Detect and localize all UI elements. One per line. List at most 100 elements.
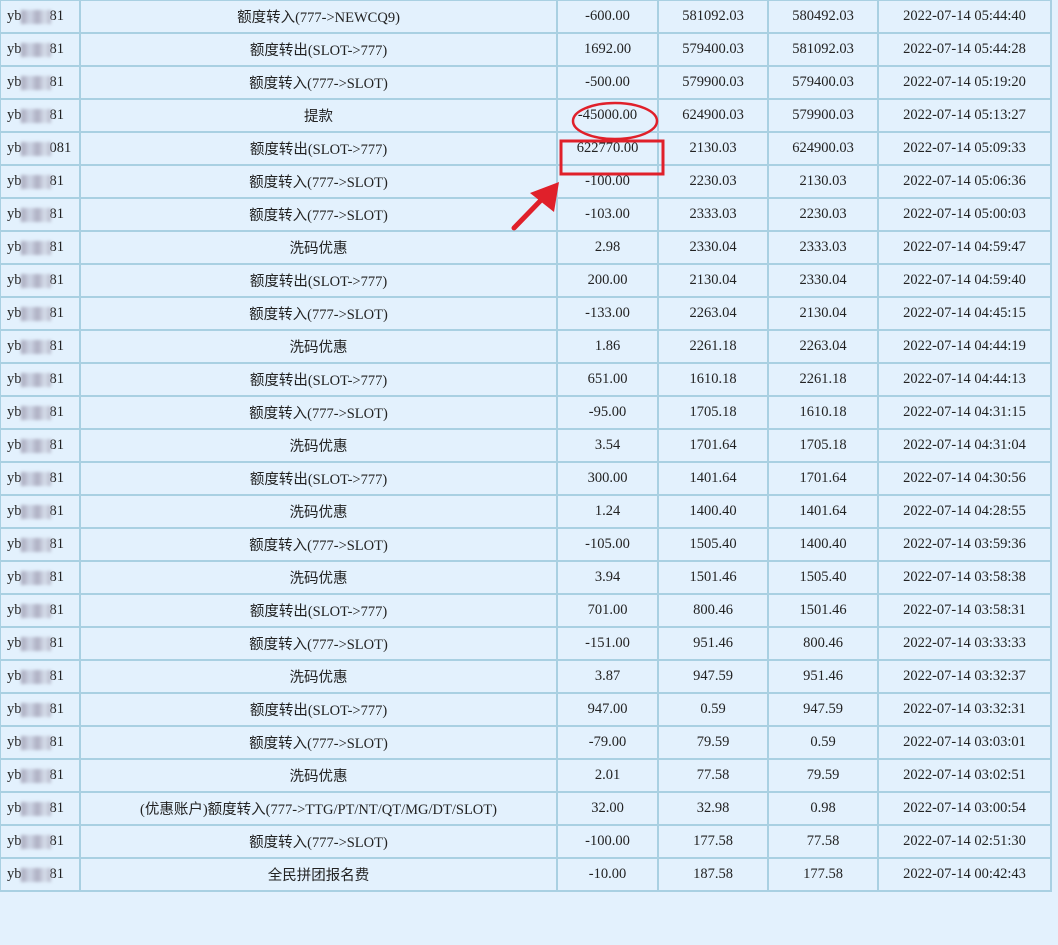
username-prefix: yb <box>7 866 22 882</box>
time-cell: 2022-07-14 05:19:20 <box>877 65 1052 100</box>
table-row: yb 81 洗码优惠 3.54 1701.64 1705.18 2022-07-14 04:… <box>0 428 1052 463</box>
username-redaction <box>20 240 51 255</box>
username-prefix: yb <box>7 833 22 849</box>
username-prefix: yb <box>7 107 22 123</box>
username-suffix: 81 <box>49 239 65 255</box>
time-cell: 2022-07-14 00:42:43 <box>877 857 1052 892</box>
type-cell: 洗码优惠 <box>79 428 558 463</box>
username-prefix: yb <box>7 41 22 57</box>
balance-before-cell: 0.59 <box>657 692 769 727</box>
time-cell: 2022-07-14 05:44:28 <box>877 32 1052 67</box>
type-cell: 洗码优惠 <box>79 230 558 265</box>
username-prefix: yb <box>7 338 22 354</box>
username-prefix: yb <box>7 602 22 618</box>
balance-before-cell: 1701.64 <box>657 428 769 463</box>
balance-before-cell: 79.59 <box>657 725 769 760</box>
amount-cell: -100.00 <box>556 824 659 859</box>
username-redaction <box>20 108 51 123</box>
username-suffix: 81 <box>49 536 65 552</box>
table-row: yb 81 额度转出(SLOT->777) 947.00 0.59 947.59 2022-… <box>0 692 1052 727</box>
balance-before-cell: 1505.40 <box>657 527 769 562</box>
username-prefix: yb <box>7 371 22 387</box>
type-cell: 额度转出(SLOT->777) <box>79 32 558 67</box>
balance-after-cell: 177.58 <box>767 857 879 892</box>
username-suffix: 81 <box>49 470 65 486</box>
balance-after-cell: 0.59 <box>767 725 879 760</box>
table-row: yb 81 额度转出(SLOT->777) 300.00 1401.64 1701.64 2… <box>0 461 1052 496</box>
type-cell: 额度转出(SLOT->777) <box>79 593 558 628</box>
balance-after-cell: 1401.64 <box>767 494 879 529</box>
time-cell: 2022-07-14 03:03:01 <box>877 725 1052 760</box>
time-cell: 2022-07-14 03:59:36 <box>877 527 1052 562</box>
amount-cell: 32.00 <box>556 791 659 826</box>
username-prefix: yb <box>7 173 22 189</box>
table-row: yb 81 额度转出(SLOT->777) 200.00 2130.04 2330.04 2… <box>0 263 1052 298</box>
time-cell: 2022-07-14 04:59:47 <box>877 230 1052 265</box>
table-row: yb 81 额度转入(777->SLOT) -105.00 1505.40 1400.40… <box>0 527 1052 562</box>
balance-after-cell: 1501.46 <box>767 593 879 628</box>
amount-cell: 2.01 <box>556 758 659 793</box>
balance-after-cell: 2261.18 <box>767 362 879 397</box>
balance-after-cell: 2330.04 <box>767 263 879 298</box>
balance-after-cell: 79.59 <box>767 758 879 793</box>
type-cell: 额度转入(777->SLOT) <box>79 296 558 331</box>
amount-cell: -45000.00 <box>556 98 659 133</box>
username-prefix: yb <box>7 404 22 420</box>
user-cell: yb 81 <box>0 560 81 595</box>
balance-before-cell: 2230.03 <box>657 164 769 199</box>
type-cell: 洗码优惠 <box>79 329 558 364</box>
balance-after-cell: 951.46 <box>767 659 879 694</box>
table-row: yb 81 洗码优惠 1.86 2261.18 2263.04 2022-07-14 04:… <box>0 329 1052 364</box>
type-cell: 额度转出(SLOT->777) <box>79 263 558 298</box>
username-suffix: 81 <box>49 668 65 684</box>
username-prefix: yb <box>7 701 22 717</box>
username-redaction <box>20 636 51 651</box>
user-cell: yb 81 <box>0 230 81 265</box>
username-suffix: 81 <box>49 569 65 585</box>
amount-cell: 651.00 <box>556 362 659 397</box>
table-row: yb 81 额度转入(777->SLOT) -79.00 79.59 0.59 2022-0… <box>0 725 1052 760</box>
time-cell: 2022-07-14 03:32:37 <box>877 659 1052 694</box>
table-row: yb 81 额度转入(777->NEWCQ9) -600.00 581092.03 580… <box>0 0 1052 34</box>
type-cell: 额度转入(777->SLOT) <box>79 725 558 760</box>
username-suffix: 81 <box>49 767 65 783</box>
type-cell: 额度转出(SLOT->777) <box>79 692 558 727</box>
user-cell: yb 81 <box>0 0 81 34</box>
table-row: yb 81 洗码优惠 3.87 947.59 951.46 2022-07-14 03:32… <box>0 659 1052 694</box>
time-cell: 2022-07-14 04:44:13 <box>877 362 1052 397</box>
balance-before-cell: 1401.64 <box>657 461 769 496</box>
username-redaction <box>20 603 51 618</box>
type-cell: 额度转入(777->SLOT) <box>79 626 558 661</box>
username-prefix: yb <box>7 635 22 651</box>
transaction-table: yb 81 额度转入(777->NEWCQ9) -600.00 581092.03 580… <box>0 0 1052 892</box>
amount-cell: 3.54 <box>556 428 659 463</box>
balance-before-cell: 2130.04 <box>657 263 769 298</box>
user-cell: yb 81 <box>0 758 81 793</box>
type-cell: 额度转出(SLOT->777) <box>79 362 558 397</box>
time-cell: 2022-07-14 05:44:40 <box>877 0 1052 34</box>
time-cell: 2022-07-14 04:30:56 <box>877 461 1052 496</box>
type-cell: 额度转入(777->SLOT) <box>79 197 558 232</box>
user-cell: yb 081 <box>0 131 81 166</box>
type-cell: 额度转入(777->SLOT) <box>79 824 558 859</box>
username-suffix: 81 <box>49 404 65 420</box>
username-prefix: yb <box>7 206 22 222</box>
table-row: yb 81 额度转出(SLOT->777) 701.00 800.46 1501.46 20… <box>0 593 1052 628</box>
username-redaction <box>20 570 51 585</box>
username-prefix: yb <box>7 140 22 156</box>
balance-after-cell: 947.59 <box>767 692 879 727</box>
balance-before-cell: 77.58 <box>657 758 769 793</box>
username-suffix: 81 <box>49 734 65 750</box>
time-cell: 2022-07-14 02:51:30 <box>877 824 1052 859</box>
table-row: yb 81 额度转出(SLOT->777) 651.00 1610.18 2261.18 2… <box>0 362 1052 397</box>
user-cell: yb 81 <box>0 593 81 628</box>
username-redaction <box>20 339 51 354</box>
balance-before-cell: 1610.18 <box>657 362 769 397</box>
username-redaction <box>20 702 51 717</box>
balance-after-cell: 800.46 <box>767 626 879 661</box>
user-cell: yb 81 <box>0 461 81 496</box>
time-cell: 2022-07-14 04:28:55 <box>877 494 1052 529</box>
username-redaction <box>20 75 51 90</box>
balance-before-cell: 2130.03 <box>657 131 769 166</box>
username-suffix: 81 <box>49 8 65 24</box>
